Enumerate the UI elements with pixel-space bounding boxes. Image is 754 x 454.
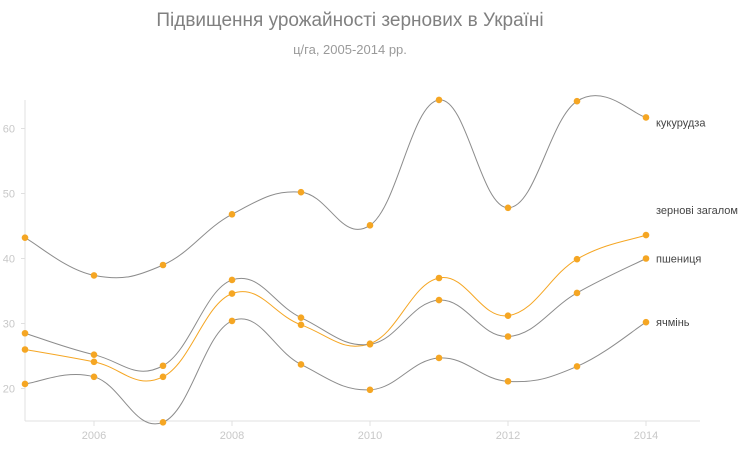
- series-label: зернові загалом: [656, 205, 738, 217]
- data-point: [297, 314, 305, 321]
- data-point: [159, 261, 167, 269]
- data-point: [21, 329, 29, 337]
- data-point: [642, 318, 650, 326]
- data-point: [228, 290, 236, 297]
- data-point: [159, 419, 167, 426]
- data-point: [297, 361, 305, 368]
- data-point: [90, 272, 98, 279]
- y-tick-label: 60: [3, 124, 15, 136]
- data-point: [504, 333, 512, 340]
- y-tick-label: 40: [3, 254, 15, 266]
- series-label: кукурудза: [656, 117, 706, 129]
- data-point: [228, 317, 236, 325]
- series-label: ячмінь: [656, 317, 690, 329]
- data-point: [642, 114, 650, 121]
- data-point: [90, 351, 98, 359]
- series-labels: кукурудза зернові загалом пшениця ячмінь: [656, 117, 738, 329]
- chart-axes: 20 30 40 50 60 2006 2008 2010 2012 2014: [3, 100, 700, 442]
- series-line-0: [24, 95, 647, 279]
- data-point: [504, 312, 512, 320]
- data-point: [159, 362, 167, 370]
- data-point: [573, 289, 581, 297]
- x-tick-label: 2014: [634, 430, 658, 442]
- chart-subtitle: ц/га, 2005-2014 рр.: [293, 42, 407, 57]
- data-point: [435, 296, 443, 304]
- series-label: пшениця: [656, 254, 701, 266]
- x-tick-label: 2010: [358, 430, 382, 442]
- series-line-2: [24, 258, 647, 372]
- x-tick-label: 2008: [220, 430, 244, 442]
- series-line-3: [24, 318, 647, 425]
- data-point: [573, 363, 581, 370]
- y-tick-label: 50: [3, 189, 15, 201]
- data-point: [435, 274, 443, 282]
- data-point: [504, 204, 512, 212]
- data-point: [504, 378, 512, 385]
- data-point: [366, 341, 374, 348]
- x-tick-label: 2012: [496, 430, 520, 442]
- chart-title: Підвищення урожайності зернових в Україн…: [156, 10, 544, 31]
- series-lines: [24, 95, 647, 425]
- data-point: [228, 211, 236, 218]
- data-point: [159, 373, 167, 381]
- series-line-1: [24, 234, 647, 382]
- data-point: [90, 373, 98, 381]
- data-point: [366, 222, 374, 229]
- x-tick-label: 2006: [82, 430, 106, 442]
- data-point: [90, 358, 98, 366]
- data-point: [366, 386, 374, 394]
- data-point: [21, 346, 29, 353]
- data-point: [297, 321, 305, 329]
- series-points: [21, 96, 650, 426]
- data-point: [21, 234, 29, 241]
- y-tick-label: 30: [3, 319, 15, 331]
- data-point: [573, 255, 581, 263]
- data-point: [642, 231, 650, 239]
- data-point: [228, 276, 236, 284]
- data-point: [435, 354, 443, 362]
- data-point: [297, 188, 305, 196]
- y-tick-label: 20: [3, 384, 15, 396]
- data-point: [642, 255, 650, 262]
- data-point: [21, 380, 29, 388]
- data-point: [573, 97, 581, 105]
- data-point: [435, 96, 443, 104]
